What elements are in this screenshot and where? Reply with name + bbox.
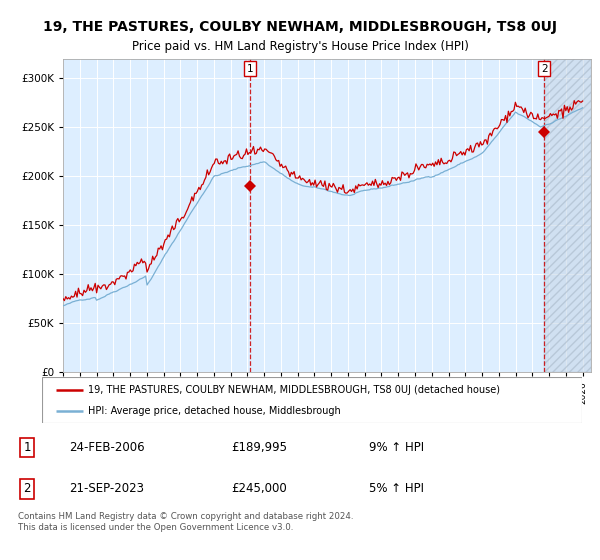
Text: 2: 2: [541, 63, 548, 73]
Text: 24-FEB-2006: 24-FEB-2006: [70, 441, 145, 454]
Text: 19, THE PASTURES, COULBY NEWHAM, MIDDLESBROUGH, TS8 0UJ: 19, THE PASTURES, COULBY NEWHAM, MIDDLES…: [43, 20, 557, 34]
Text: 21-SEP-2023: 21-SEP-2023: [70, 482, 145, 496]
Text: 9% ↑ HPI: 9% ↑ HPI: [369, 441, 424, 454]
Bar: [544, 59, 591, 372]
Text: 2: 2: [23, 482, 31, 496]
Text: HPI: Average price, detached house, Middlesbrough: HPI: Average price, detached house, Midd…: [88, 407, 341, 416]
Text: 1: 1: [23, 441, 31, 454]
Text: Contains HM Land Registry data © Crown copyright and database right 2024.
This d: Contains HM Land Registry data © Crown c…: [18, 512, 353, 532]
Text: 1: 1: [247, 63, 253, 73]
Text: £245,000: £245,000: [231, 482, 287, 496]
Text: £189,995: £189,995: [231, 441, 287, 454]
Text: 19, THE PASTURES, COULBY NEWHAM, MIDDLESBROUGH, TS8 0UJ (detached house): 19, THE PASTURES, COULBY NEWHAM, MIDDLES…: [88, 385, 500, 395]
Text: Price paid vs. HM Land Registry's House Price Index (HPI): Price paid vs. HM Land Registry's House …: [131, 40, 469, 53]
Text: 5% ↑ HPI: 5% ↑ HPI: [369, 482, 424, 496]
